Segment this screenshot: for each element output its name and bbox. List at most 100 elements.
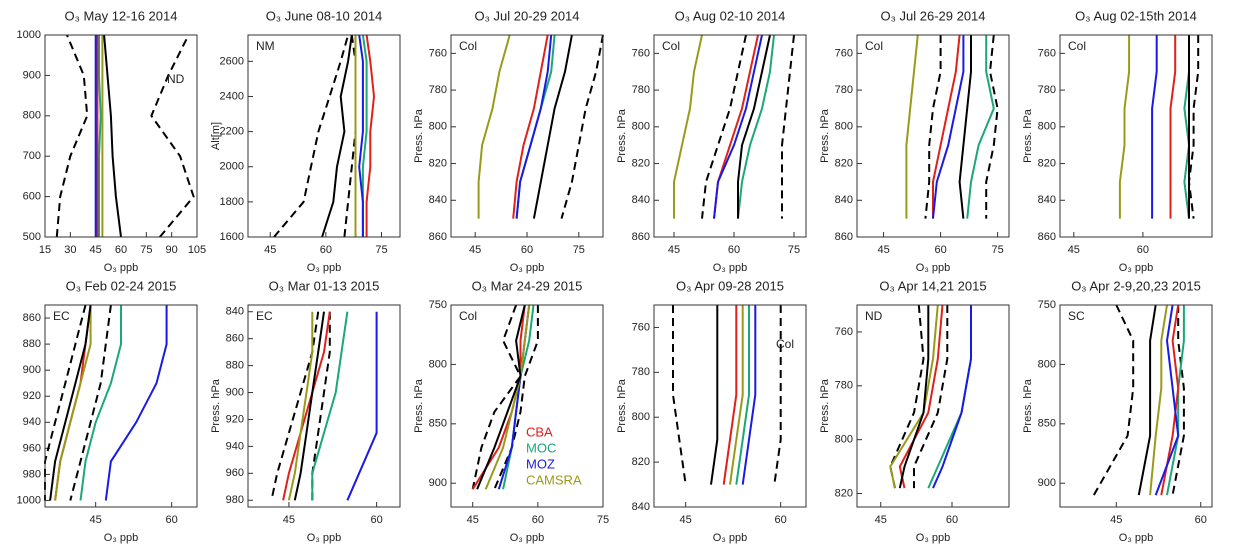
profile-line [932,34,961,219]
spread-line [55,34,89,238]
profile-line [1118,35,1131,219]
panel-note: ND [865,309,883,323]
spread-line [493,305,539,490]
y-tick-label: 800 [429,121,447,133]
profile-line [287,311,314,501]
profile-line [898,305,930,489]
x-tick-label: 75 [597,514,609,526]
panel-note: EC [53,309,70,323]
y-tick-label: 900 [1038,477,1056,489]
profile-line [741,305,757,485]
x-tick-label: 90 [166,244,178,256]
profile-line [729,305,744,485]
x-tick-label: 45 [1110,514,1122,526]
y-tick-label: 1600 [220,231,244,243]
x-axis-label: O₃ ppb [916,532,950,544]
profile-line [737,34,771,219]
spread-line [985,34,999,219]
y-tick-label: 780 [632,84,650,96]
y-tick-label: 900 [23,69,41,81]
profile-line [54,305,92,501]
spread-line [44,304,87,501]
y-tick-label: 800 [1038,358,1056,370]
profile-line [515,34,553,219]
x-tick-label: 60 [521,244,533,256]
y-tick-label: 980 [226,494,244,506]
profile-line [673,34,703,219]
y-tick-label: 820 [632,456,650,468]
x-tick-label: 60 [1195,514,1207,526]
y-tick-label: 860 [429,231,447,243]
x-tick-label: 75 [788,244,800,256]
x-tick-label: 75 [991,244,1003,256]
profile-line [358,34,364,237]
y-tick-label: 940 [226,440,244,452]
x-axis-label: O₃ ppb [104,532,138,544]
x-tick-label: 45 [877,244,889,256]
y-tick-label: 1000 [17,29,41,41]
y-tick-label: 780 [1038,84,1056,96]
y-tick-label: 860 [226,333,244,345]
y-tick-label: 900 [429,477,447,489]
plot-frame [856,34,1010,238]
x-tick-label: 45 [90,244,102,256]
y-tick-label: 820 [632,157,650,169]
spread-line [311,311,331,501]
panel-title: O₃ May 12-16 2014 [65,8,178,23]
profile-line [932,35,965,219]
y-tick-label: 840 [632,194,650,206]
profile-line [103,34,122,238]
panel-note: Col [459,309,477,323]
x-tick-label: 75 [375,244,387,256]
y-tick-label: 840 [632,501,650,513]
panel-title: O₃ Mar 01-13 2015 [269,278,380,293]
y-tick-label: 600 [23,191,41,203]
y-tick-label: 780 [429,84,447,96]
y-axis-label: Press. hPa [819,108,831,163]
legend-entry: CAMSRA [526,472,582,487]
x-tick-label: 60 [775,514,787,526]
profile-line [898,304,944,489]
x-tick-label: 105 [188,244,206,256]
y-axis-label: Press. hPa [210,378,222,433]
y-tick-label: 1800 [220,196,244,208]
y-tick-label: 840 [1038,194,1056,206]
x-tick-label: 45 [469,244,481,256]
y-tick-label: 780 [835,380,853,392]
x-tick-label: 45 [668,244,680,256]
y-tick-label: 2200 [220,126,244,138]
y-tick-label: 760 [632,321,650,333]
profile-line [713,34,759,219]
x-tick-label: 60 [728,244,740,256]
x-tick-label: 45 [90,514,102,526]
plot-frame [450,304,604,508]
profile-line [737,34,775,219]
panel-title: O₃ Aug 02-10 2014 [675,8,786,23]
y-tick-label: 840 [835,194,853,206]
profile-line [966,35,995,219]
profile-line [476,304,526,490]
x-tick-label: 45 [264,244,276,256]
x-tick-label: 75 [573,244,585,256]
panel-note: Col [662,39,680,53]
profile-line [104,305,168,501]
plot-frame [247,304,401,508]
y-tick-label: 1000 [17,494,41,506]
x-tick-label: 45 [1068,244,1080,256]
x-axis-label: O₃ ppb [713,262,747,274]
x-axis-label: O₃ ppb [307,262,341,274]
profile-line [512,34,549,219]
legend-entry: CBA [526,424,553,439]
y-tick-label: 880 [226,360,244,372]
legend-entry: MOC [526,440,556,455]
y-tick-label: 820 [835,487,853,499]
panel-note: ND [167,72,185,86]
profile-line [1151,35,1158,219]
panel-title: O₃ Mar 24-29 2015 [472,278,583,293]
profile-line [905,34,919,219]
y-tick-label: 840 [226,306,244,318]
spread-line [471,304,522,490]
spread-line [150,34,195,238]
profile-line [735,305,750,485]
profile-line [49,304,92,501]
